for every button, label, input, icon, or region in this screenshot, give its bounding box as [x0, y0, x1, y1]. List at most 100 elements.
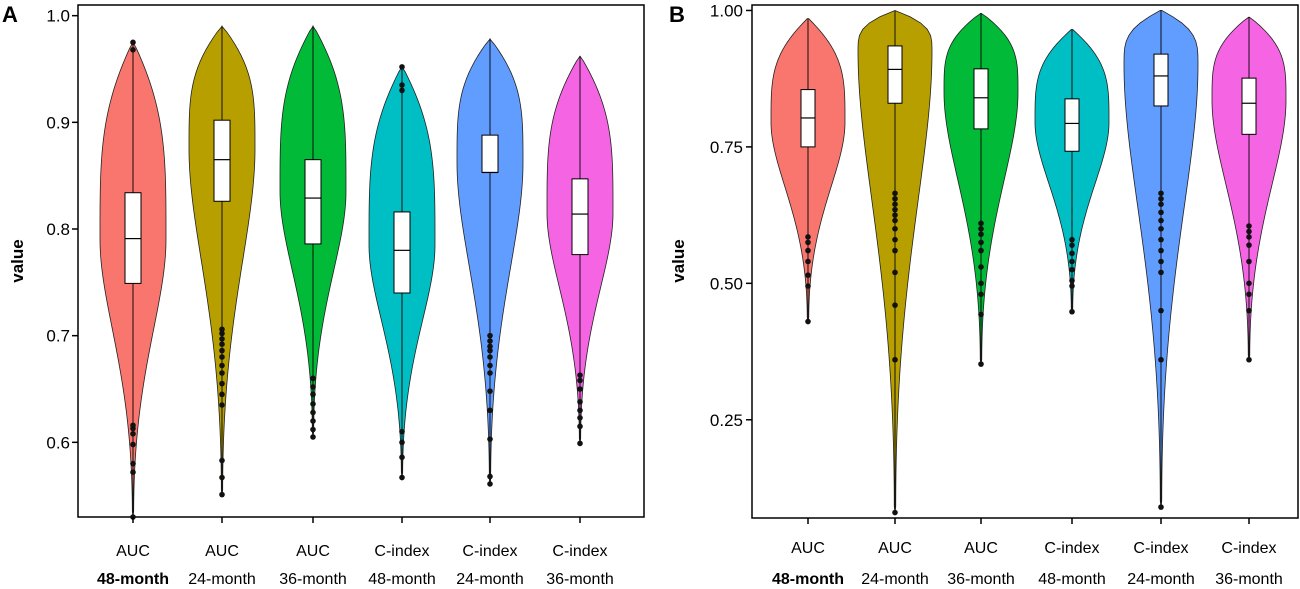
outlier-point — [1069, 283, 1075, 289]
outlier-point — [219, 457, 225, 464]
outlier-point — [399, 474, 405, 481]
violin-auc-36-month — [943, 12, 1019, 367]
outlier-point — [399, 428, 405, 435]
outlier-point — [130, 460, 136, 467]
outlier-point — [805, 247, 811, 254]
x-category-label-line1: C-index — [1133, 540, 1188, 557]
outlier-point — [892, 201, 898, 207]
outlier-point — [219, 347, 225, 354]
outlier-point — [577, 423, 583, 430]
outlier-point — [487, 481, 493, 487]
violin-c-index-48-month — [1034, 29, 1110, 315]
outlier-point — [219, 330, 225, 337]
y-tick-label: 1.00 — [710, 1, 743, 20]
outlier-point — [310, 418, 316, 424]
panel-a-y-axis-label: value — [8, 239, 27, 282]
outlier-point — [1158, 504, 1164, 510]
outlier-point — [1158, 195, 1164, 202]
outlier-point — [978, 280, 984, 287]
panel-a-letter: A — [2, 2, 18, 27]
outlier-point — [487, 388, 493, 394]
x-category-label-line2: 24-month — [1127, 571, 1195, 588]
x-category-label-line2: 48-month — [1038, 571, 1106, 588]
outlier-point — [1246, 291, 1252, 298]
outlier-point — [310, 434, 316, 440]
outlier-point — [310, 426, 316, 433]
x-category-label-line2: 36-month — [546, 571, 614, 588]
outlier-point — [487, 370, 493, 376]
outlier-point — [310, 401, 316, 407]
outlier-point — [892, 302, 898, 308]
outlier-point — [892, 225, 898, 232]
outlier-point — [892, 217, 898, 224]
outlier-point — [1246, 228, 1252, 235]
x-category-label-line1: C-index — [552, 543, 607, 560]
outlier-point — [577, 399, 583, 405]
x-category-label-line1: AUC — [205, 543, 239, 560]
outlier-point — [130, 441, 136, 448]
outlier-point — [130, 47, 136, 53]
outlier-point — [978, 264, 984, 270]
outlier-point — [219, 370, 225, 376]
x-category-label-line2: 36-month — [1215, 571, 1283, 588]
violin-c-index-48-month — [368, 64, 436, 481]
violin-auc-36-month — [279, 25, 347, 440]
outlier-point — [219, 336, 225, 342]
y-tick-label: 0.6 — [46, 433, 70, 452]
outlier-point — [1158, 190, 1164, 197]
panel-b-plot: 0.25 0.50 0.75 1.00 AUC 48-month AUC 24-month AU… — [710, 1, 1287, 588]
outlier-point — [892, 247, 898, 254]
outlier-point — [1158, 269, 1164, 276]
outlier-point — [487, 362, 493, 369]
box-iqr — [481, 134, 499, 173]
outlier-point — [978, 225, 984, 232]
outlier-point — [1158, 236, 1164, 243]
y-tick-label: 0.75 — [710, 138, 743, 157]
outlier-point — [399, 87, 405, 94]
outlier-point — [399, 454, 405, 461]
x-category-label-line1: AUC — [964, 540, 998, 557]
outlier-point — [577, 440, 583, 447]
outlier-point — [978, 247, 984, 254]
panel-a-plot-frame — [77, 4, 645, 518]
violin-auc-48-month — [99, 39, 167, 520]
box-iqr — [1241, 77, 1257, 135]
outlier-point — [399, 82, 405, 88]
y-tick-label: 0.25 — [710, 411, 743, 430]
outlier-point — [978, 361, 984, 367]
outlier-point — [130, 422, 136, 429]
outlier-point — [1158, 307, 1164, 314]
box-iqr — [973, 68, 989, 130]
box-iqr — [304, 159, 322, 245]
x-category-label-line2: 36-month — [279, 571, 347, 588]
x-category-label-line2: 48-month — [368, 571, 436, 588]
outlier-point — [978, 231, 984, 238]
x-category-label-line1: C-index — [462, 543, 517, 560]
outlier-point — [1246, 234, 1252, 240]
outlier-point — [892, 269, 898, 276]
outlier-point — [130, 431, 136, 437]
panel-a-plot: 0.6 0.7 0.8 0.9 1.0 AUC 48-month AUC 24-month AUC… — [46, 7, 613, 588]
x-category-label-line2: 48-month — [97, 571, 169, 588]
outlier-point — [219, 326, 225, 333]
outlier-point — [892, 190, 898, 197]
panel-b-y-axis-label: value — [669, 239, 688, 282]
outlier-point — [805, 239, 811, 246]
outlier-point — [130, 469, 136, 476]
violin-c-index-24-month — [1123, 10, 1199, 510]
outlier-point — [577, 372, 583, 378]
outlier-point — [892, 206, 898, 213]
outlier-point — [219, 341, 225, 348]
outlier-point — [1246, 223, 1252, 229]
box-iqr — [1064, 98, 1080, 152]
outlier-point — [1069, 236, 1075, 243]
panel-b-letter: B — [669, 2, 685, 27]
outlier-point — [577, 386, 583, 392]
x-category-label-line2: 24-month — [861, 571, 929, 588]
outlier-point — [1069, 308, 1075, 315]
outlier-point — [1069, 258, 1075, 265]
outlier-point — [310, 391, 316, 398]
outlier-point — [892, 195, 898, 202]
outlier-point — [805, 234, 811, 240]
x-category-label-line2: 24-month — [456, 571, 524, 588]
